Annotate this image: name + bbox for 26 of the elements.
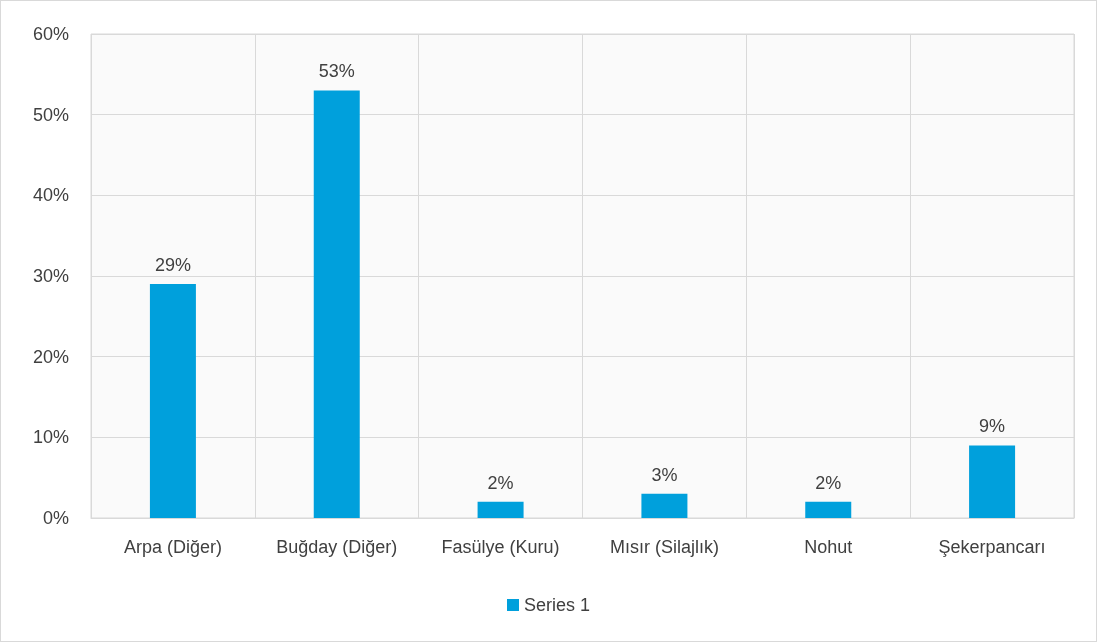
y-tick-label: 10%	[32, 427, 69, 448]
bar	[313, 90, 360, 518]
x-tick-label: Mısır (Silajlık)	[609, 537, 719, 557]
data-label: 9%	[979, 416, 1006, 437]
y-tick-label: 60%	[32, 24, 69, 44]
y-tick-label: 20%	[32, 346, 69, 367]
bar	[149, 284, 196, 518]
x-tick-label: Fasülye (Kuru)	[441, 537, 560, 557]
x-tick-label: Buğday (Diğer)	[276, 537, 398, 557]
bar	[805, 501, 852, 518]
data-label: 3%	[651, 464, 678, 485]
y-tick-label: 50%	[32, 104, 69, 125]
bar	[641, 493, 688, 518]
x-tick-label: Nohut	[804, 537, 853, 557]
data-label: 29%	[154, 255, 191, 276]
x-tick-label: Arpa (Diğer)	[123, 537, 222, 557]
data-label: 2%	[815, 472, 842, 493]
bar	[477, 501, 524, 518]
data-label: 2%	[487, 472, 514, 493]
data-label: 53%	[318, 61, 355, 82]
x-tick-label: Şekerpancarı	[938, 537, 1046, 557]
y-tick-label: 40%	[32, 185, 69, 206]
legend-label: Series 1	[523, 595, 591, 615]
y-tick-label: 30%	[32, 266, 69, 286]
bar	[969, 445, 1016, 518]
y-tick-label: 0%	[42, 508, 69, 528]
